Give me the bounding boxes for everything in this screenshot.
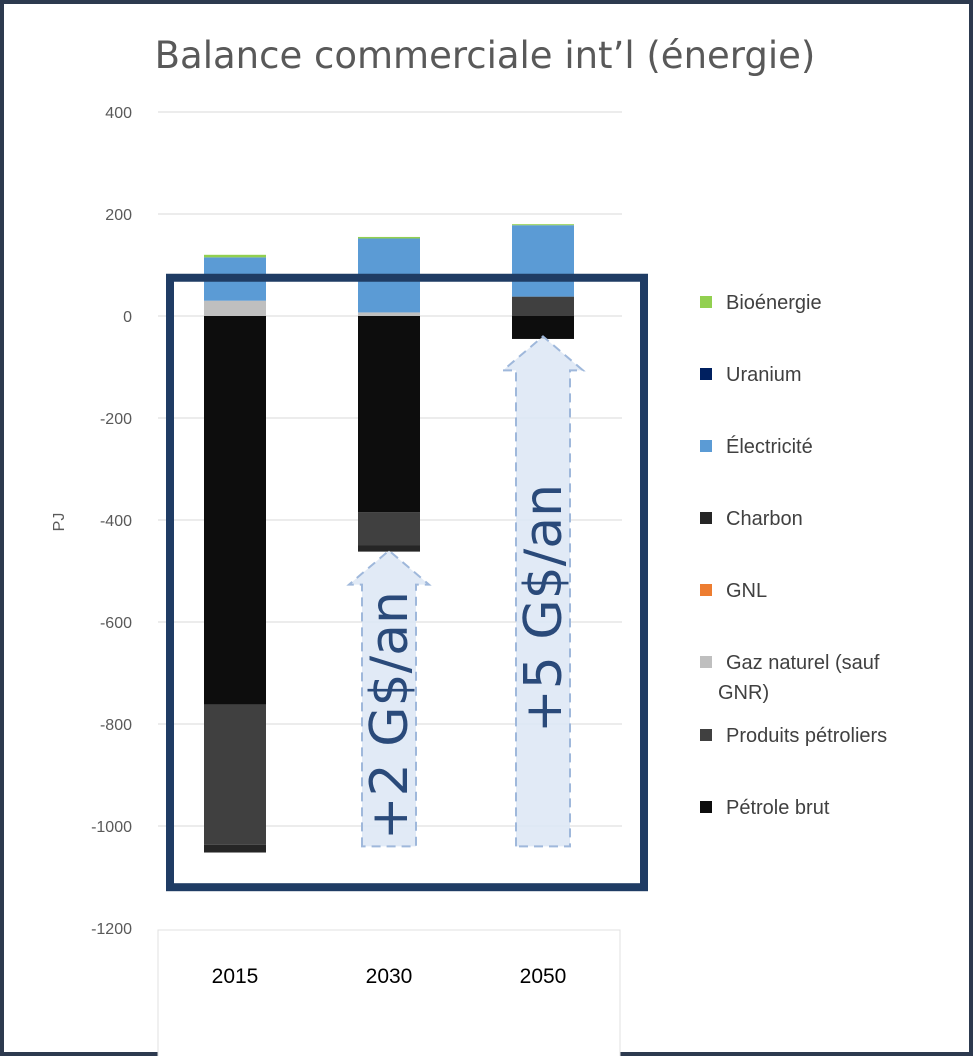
x-axis-labels: 2015 2030 2050 [212,965,567,988]
annotations: +2 G$/an +5 G$/an [346,335,586,848]
legend-swatch [700,801,712,813]
legend-label: Électricité [726,435,813,458]
legend-label-line: GNR) [718,682,769,704]
legend-label: Charbon [726,508,803,530]
savings-annotation: +5 G$/an [514,484,574,733]
bar-segment-petrole-brut-2015 [204,316,266,705]
bar-segment-produits-petroliers-2030 [358,512,420,546]
bar-segment-produits-petroliers-2015 [204,704,266,845]
legend-swatch [700,584,712,596]
highlight-box [166,273,648,892]
bar-segment-produits-petroliers-2050 [512,296,574,316]
y-tick-label: -400 [100,513,132,530]
legend: Bioénergie Uranium Électricité Charbon GNL Ga… [700,292,887,819]
bar-segment-petrole-brut-2030 [358,316,420,513]
legend-label-line: Gaz naturel (sauf [726,652,880,674]
legend-swatch [700,656,712,668]
y-tick-label: -800 [100,717,132,734]
legend-swatch [700,368,712,380]
bar-segment-gaz-naturel-sauf-gnr-2015 [204,300,266,316]
legend-label: Uranium [726,364,802,386]
y-tick-label: -1200 [91,921,132,938]
y-tick-label: 0 [123,309,132,326]
legend-label: GNL [726,580,767,602]
legend-swatch [700,512,712,524]
legend-label: Gaz naturel (sauf GNR) [718,652,880,704]
y-axis-ticks: 400 200 0 -200 -400 -600 -800 -1000 -1200 [91,105,132,938]
bar-segment-petrole-brut-2050 [512,316,574,339]
savings-annotation: +2 G$/an [360,591,420,840]
bar-segment-electricite-2050 [512,225,574,297]
x-tick-label: 2015 [212,965,259,988]
bar-segment-bioenergie-2050 [512,224,574,226]
bar-segment-gaz-naturel-sauf-gnr-2030 [358,312,420,316]
bar-segment-bioenergie-2015 [204,254,266,258]
x-tick-label: 2030 [366,965,413,988]
y-tick-label: -1000 [91,819,132,836]
legend-label: Pétrole brut [726,797,830,819]
bar-segment-charbon-2015 [204,844,266,853]
legend-swatch [700,296,712,308]
highlight-rectangle [166,273,648,892]
y-axis-title: PJ [51,513,68,532]
bar-segment-charbon-2030 [358,545,420,552]
arrow-up-icon [500,335,586,848]
x-tick-label: 2050 [520,965,567,988]
legend-label: Produits pétroliers [726,725,887,747]
bar-segment-bioenergie-2030 [358,236,420,239]
legend-swatch [700,440,712,452]
legend-label: Bioénergie [726,292,822,314]
y-tick-label: 400 [105,105,132,122]
y-tick-label: -600 [100,615,132,632]
arrow-up-icon [346,549,432,848]
y-tick-label: 200 [105,207,132,224]
chart-title: Balance commerciale int’l (énergie) [155,34,816,77]
y-tick-label: -200 [100,411,132,428]
category-axis-panel [157,929,621,1056]
legend-swatch [700,729,712,741]
